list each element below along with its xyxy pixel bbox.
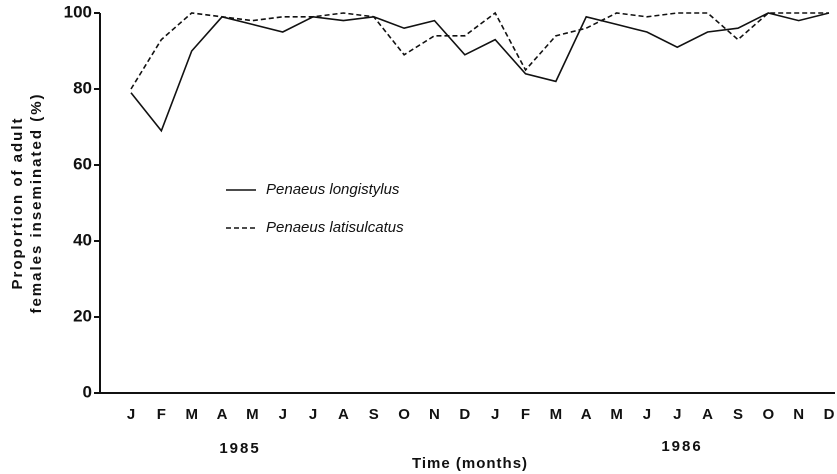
x-tick-label: D [824, 406, 835, 423]
x-tick-label: J [491, 406, 499, 423]
x-tick-label: J [643, 406, 651, 423]
x-tick-label: S [733, 406, 743, 423]
x-tick-label: A [581, 406, 592, 423]
x-tick-label: M [185, 406, 198, 423]
x-tick-label: M [246, 406, 259, 423]
y-tick-label: 20 [73, 306, 92, 325]
x-tick-label: N [429, 406, 440, 423]
y-tick-label: 80 [73, 78, 92, 97]
x-axis-label: Time (months) [412, 455, 528, 472]
year-label: 1986 [661, 438, 702, 455]
y-axis-label: females inseminated (%) [28, 92, 45, 313]
data-line [130, 11, 829, 90]
x-tick-label: F [521, 406, 530, 423]
x-tick-label: M [610, 406, 623, 423]
x-tick-label: J [279, 406, 287, 423]
x-tick-label: J [127, 406, 135, 423]
x-tick-label: A [217, 406, 228, 423]
x-tick-label: N [793, 406, 804, 423]
legend-label: Penaeus latisulcatus [266, 219, 404, 236]
y-axis-label: Proportion of adult [9, 117, 26, 290]
x-tick-label: S [369, 406, 379, 423]
x-tick-label: O [398, 406, 410, 423]
x-tick-label: A [702, 406, 713, 423]
y-tick-label: 100 [64, 2, 92, 21]
legend-label: Penaeus longistylus [266, 181, 400, 198]
data-line [130, 12, 830, 133]
x-tick-label: O [762, 406, 774, 423]
y-tick-label: 60 [73, 154, 92, 173]
x-tick-label: J [309, 406, 317, 423]
x-tick-label: F [157, 406, 166, 423]
x-tick-label: A [338, 406, 349, 423]
y-tick-label: 0 [83, 382, 92, 401]
y-tick-label: 40 [73, 230, 92, 249]
year-label: 1985 [219, 440, 260, 457]
x-tick-label: D [459, 406, 470, 423]
x-tick-label: M [550, 406, 563, 423]
x-tick-label: J [673, 406, 681, 423]
